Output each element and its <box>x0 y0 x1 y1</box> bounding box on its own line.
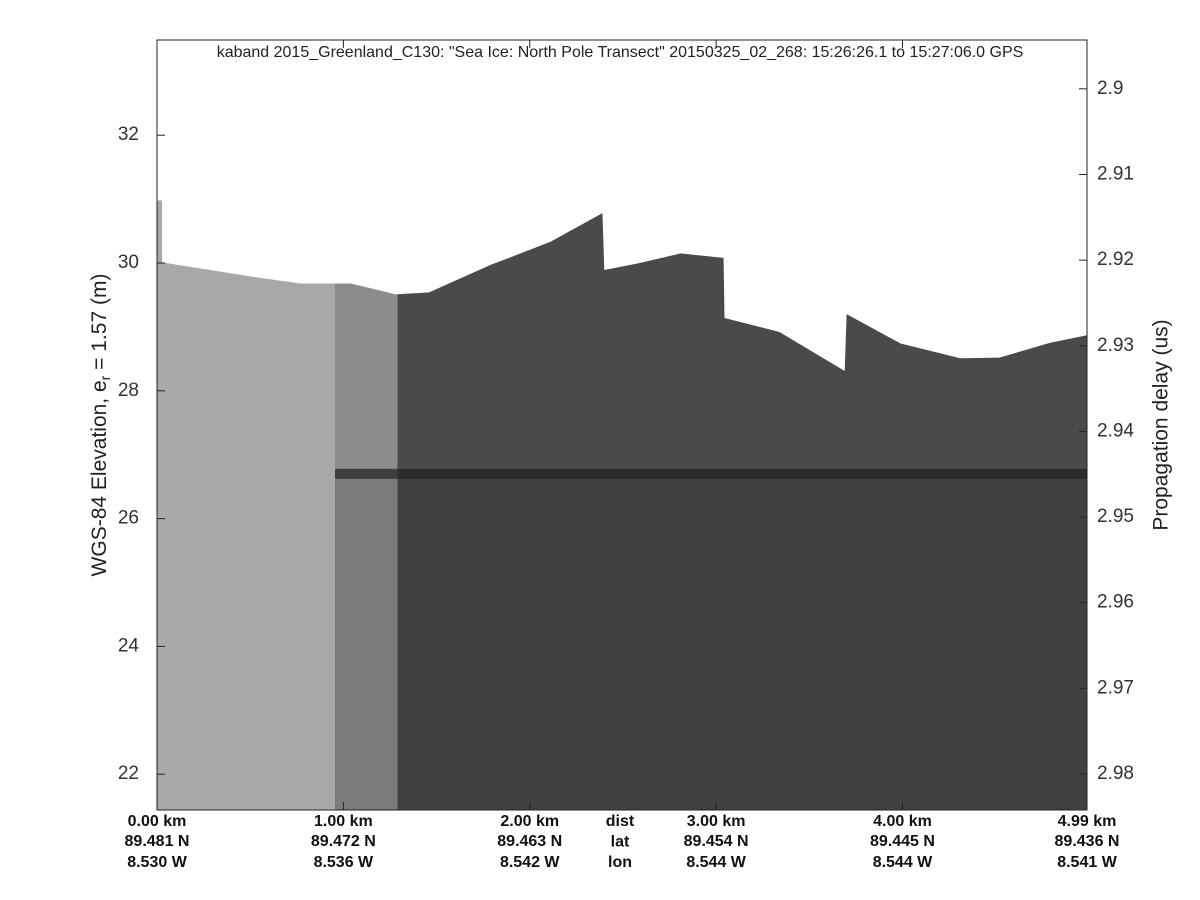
lat-label: 89.445 N <box>870 833 935 850</box>
y2-tick-label: 2.9 <box>1097 78 1123 99</box>
y-tick-label: 22 <box>118 763 139 784</box>
row-label: lon <box>608 854 632 871</box>
x-tick-label: 4.00 km <box>873 813 932 830</box>
x-tick-label: 2.00 km <box>500 813 559 830</box>
y2-tick-label: 2.98 <box>1097 763 1134 784</box>
y2-tick-label: 2.92 <box>1097 249 1134 270</box>
y2-tick-label: 2.91 <box>1097 163 1134 184</box>
y-tick-label: 30 <box>118 252 139 273</box>
image-segment <box>334 200 398 810</box>
y-tick-label: 26 <box>118 508 139 529</box>
x-tick-label: 0.00 km <box>128 813 187 830</box>
lon-label: 8.544 W <box>686 854 746 871</box>
y-axis-label-part: r <box>97 375 113 380</box>
y2-axis-label: Propagation delay (us) <box>1150 319 1173 530</box>
lon-label: 8.536 W <box>314 854 374 871</box>
lon-label: 8.541 W <box>1057 854 1117 871</box>
y-tick-label: 24 <box>118 635 140 656</box>
x-tick-label: 4.99 km <box>1058 813 1117 830</box>
y-axis-label-part: = 1.57 (m) <box>88 274 111 376</box>
lon-label: 8.530 W <box>127 854 187 871</box>
row-label: lat <box>611 834 630 851</box>
y2-tick-label: 2.97 <box>1097 677 1134 698</box>
y2-tick-label: 2.95 <box>1097 506 1134 527</box>
lat-label: 89.481 N <box>125 833 190 850</box>
lat-label: 89.472 N <box>311 833 376 850</box>
image-segment <box>157 200 335 810</box>
y2-tick-label: 2.96 <box>1097 592 1134 613</box>
x-tick-label: 3.00 km <box>687 813 746 830</box>
y-axis-label-part: WGS-84 Elevation, e <box>88 380 111 576</box>
row-label: dist <box>606 813 635 830</box>
plot-frame <box>156 39 1088 811</box>
lon-label: 8.544 W <box>873 854 933 871</box>
lat-label: 89.436 N <box>1055 833 1120 850</box>
y2-tick-label: 2.94 <box>1097 420 1134 441</box>
echogram-image <box>157 200 1087 810</box>
y2-tick-label: 2.93 <box>1097 335 1134 356</box>
lat-label: 89.463 N <box>497 833 562 850</box>
chart-title: kaband 2015_Greenland_C130: "Sea Ice: No… <box>217 44 1024 61</box>
y-tick-label: 32 <box>118 124 139 145</box>
x-tick-label: 1.00 km <box>314 813 373 830</box>
lon-label: 8.542 W <box>500 854 560 871</box>
y-axis-label: WGS-84 Elevation, er = 1.57 (m) <box>88 274 113 577</box>
lat-label: 89.454 N <box>684 833 749 850</box>
y-tick-label: 28 <box>118 380 139 401</box>
